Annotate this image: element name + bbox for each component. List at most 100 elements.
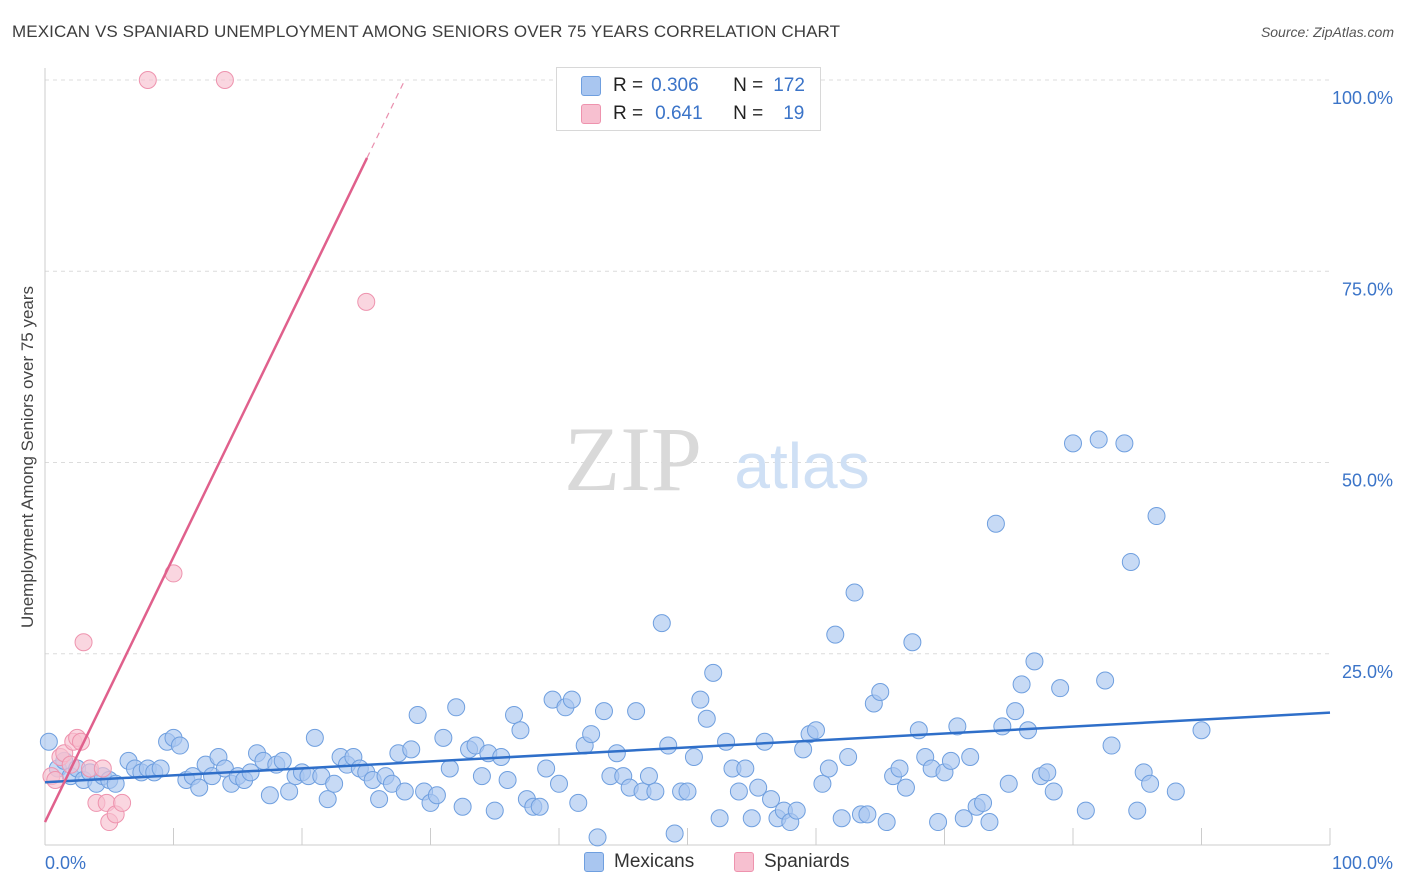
data-point-mexicans (871, 683, 890, 701)
data-point-mexicans (710, 809, 729, 828)
data-point-mexicans (1089, 430, 1108, 449)
data-point-mexicans (408, 705, 427, 724)
data-point-mexicans (1064, 434, 1082, 453)
data-point-mexicans (395, 782, 414, 801)
spaniards-label: Spaniards (764, 851, 850, 872)
data-point-mexicans (807, 721, 825, 740)
legend-row-spaniards: R = 0.641 N = 19 (581, 102, 804, 126)
bottom-legend-mexicans: Mexicans (584, 851, 694, 873)
x-tick-label: 0.0% (45, 853, 86, 873)
data-point-mexicans (1121, 552, 1140, 571)
trend-line-spaniards-extension (366, 79, 406, 159)
data-point-mexicans (1128, 801, 1147, 820)
data-point-mexicans (594, 702, 613, 721)
data-point-spaniards (357, 292, 376, 311)
data-point-mexicans (1096, 671, 1115, 690)
axes (44, 68, 1331, 846)
data-point-mexicans (659, 736, 678, 755)
data-point-mexicans (1038, 763, 1057, 782)
legend-n-label: N = (733, 75, 764, 96)
data-point-mexicans (742, 809, 761, 828)
data-point-mexicans (305, 728, 324, 747)
data-point-mexicans (787, 801, 806, 820)
data-point-mexicans (678, 782, 697, 801)
data-point-mexicans (839, 748, 858, 767)
mexicans-label: Mexicans (614, 851, 695, 872)
data-point-mexicans (511, 721, 530, 740)
data-point-mexicans (896, 778, 915, 797)
data-point-mexicans (826, 625, 845, 644)
data-point-mexicans (961, 748, 980, 767)
trend-line-mexicans (44, 711, 1331, 784)
watermark: ZIP atlas (564, 408, 870, 510)
data-point-mexicans (627, 702, 646, 721)
data-point-mexicans (190, 778, 209, 797)
data-point-mexicans (505, 705, 524, 724)
legend-n-value: 172 (773, 75, 805, 96)
data-point-spaniards (113, 793, 132, 812)
data-point-mexicans (1102, 736, 1121, 755)
data-point-mexicans (562, 690, 581, 709)
data-point-mexicans (39, 732, 58, 751)
data-point-mexicans (440, 759, 459, 778)
mexicans-swatch (584, 852, 604, 872)
data-point-mexicans (832, 809, 851, 828)
y-tick-label: 25.0% (1342, 662, 1393, 682)
data-point-mexicans (890, 759, 909, 778)
data-point-mexicans (370, 790, 389, 809)
data-point-mexicans (639, 767, 658, 786)
data-point-mexicans (453, 797, 472, 816)
watermark-atlas: atlas (734, 430, 869, 502)
data-point-mexicans (1025, 652, 1044, 671)
data-point-mexicans (665, 824, 684, 843)
y-tick-label: 100.0% (1332, 88, 1393, 108)
data-point-spaniards (93, 759, 112, 778)
trend-line-spaniards (43, 157, 369, 823)
data-point-mexicans (691, 690, 710, 709)
chart-title: MEXICAN VS SPANIARD UNEMPLOYMENT AMONG S… (12, 22, 841, 41)
data-point-mexicans (1006, 702, 1025, 721)
legend-r-value: 0.641 (655, 103, 703, 124)
data-point-mexicans (1044, 782, 1063, 801)
data-point-mexicans (1147, 507, 1166, 526)
legend-swatch-blue (581, 76, 601, 96)
data-point-mexicans (582, 725, 601, 744)
data-point-mexicans (569, 793, 588, 812)
data-point-mexicans (1051, 679, 1070, 698)
data-point-spaniards (46, 770, 65, 789)
data-point-mexicans (530, 797, 549, 816)
legend-swatch-pink (581, 104, 601, 124)
stats-legend: R = 0.306 N = 172 R = 0.641 N = 19 (556, 67, 821, 131)
data-point-mexicans (318, 790, 337, 809)
legend-r-value: 0.306 (651, 75, 699, 96)
data-point-mexicans (646, 782, 665, 801)
data-point-mexicans (717, 732, 736, 751)
spaniards-points (42, 71, 376, 832)
data-point-mexicans (684, 748, 703, 767)
data-point-mexicans (697, 709, 716, 728)
data-point-mexicans (819, 759, 838, 778)
data-point-spaniards (74, 633, 93, 652)
x-tick-label: 100.0% (1332, 853, 1393, 873)
data-point-mexicans (729, 782, 748, 801)
data-point-mexicans (537, 759, 556, 778)
data-point-mexicans (472, 767, 491, 786)
legend-row-mexicans: R = 0.306 N = 172 (581, 74, 805, 98)
data-point-mexicans (273, 751, 292, 770)
source-label: Source: ZipAtlas.com (1260, 24, 1394, 40)
y-axis-label-group: Unemployment Among Seniors over 75 years (18, 286, 37, 628)
legend-r-label: R = (613, 103, 644, 124)
data-point-mexicans (325, 774, 344, 793)
bottom-legend-spaniards: Spaniards (734, 851, 850, 873)
data-point-mexicans (402, 740, 421, 759)
y-axis-label: Unemployment Among Seniors over 75 years (18, 286, 37, 628)
data-point-mexicans (260, 786, 279, 805)
data-point-mexicans (588, 828, 607, 847)
data-point-mexicans (1141, 774, 1160, 793)
y-tick-label: 50.0% (1342, 471, 1393, 491)
data-point-mexicans (485, 801, 504, 820)
data-point-mexicans (999, 774, 1018, 793)
data-point-mexicans (794, 740, 813, 759)
data-point-mexicans (1192, 721, 1211, 740)
data-point-mexicans (929, 813, 948, 832)
